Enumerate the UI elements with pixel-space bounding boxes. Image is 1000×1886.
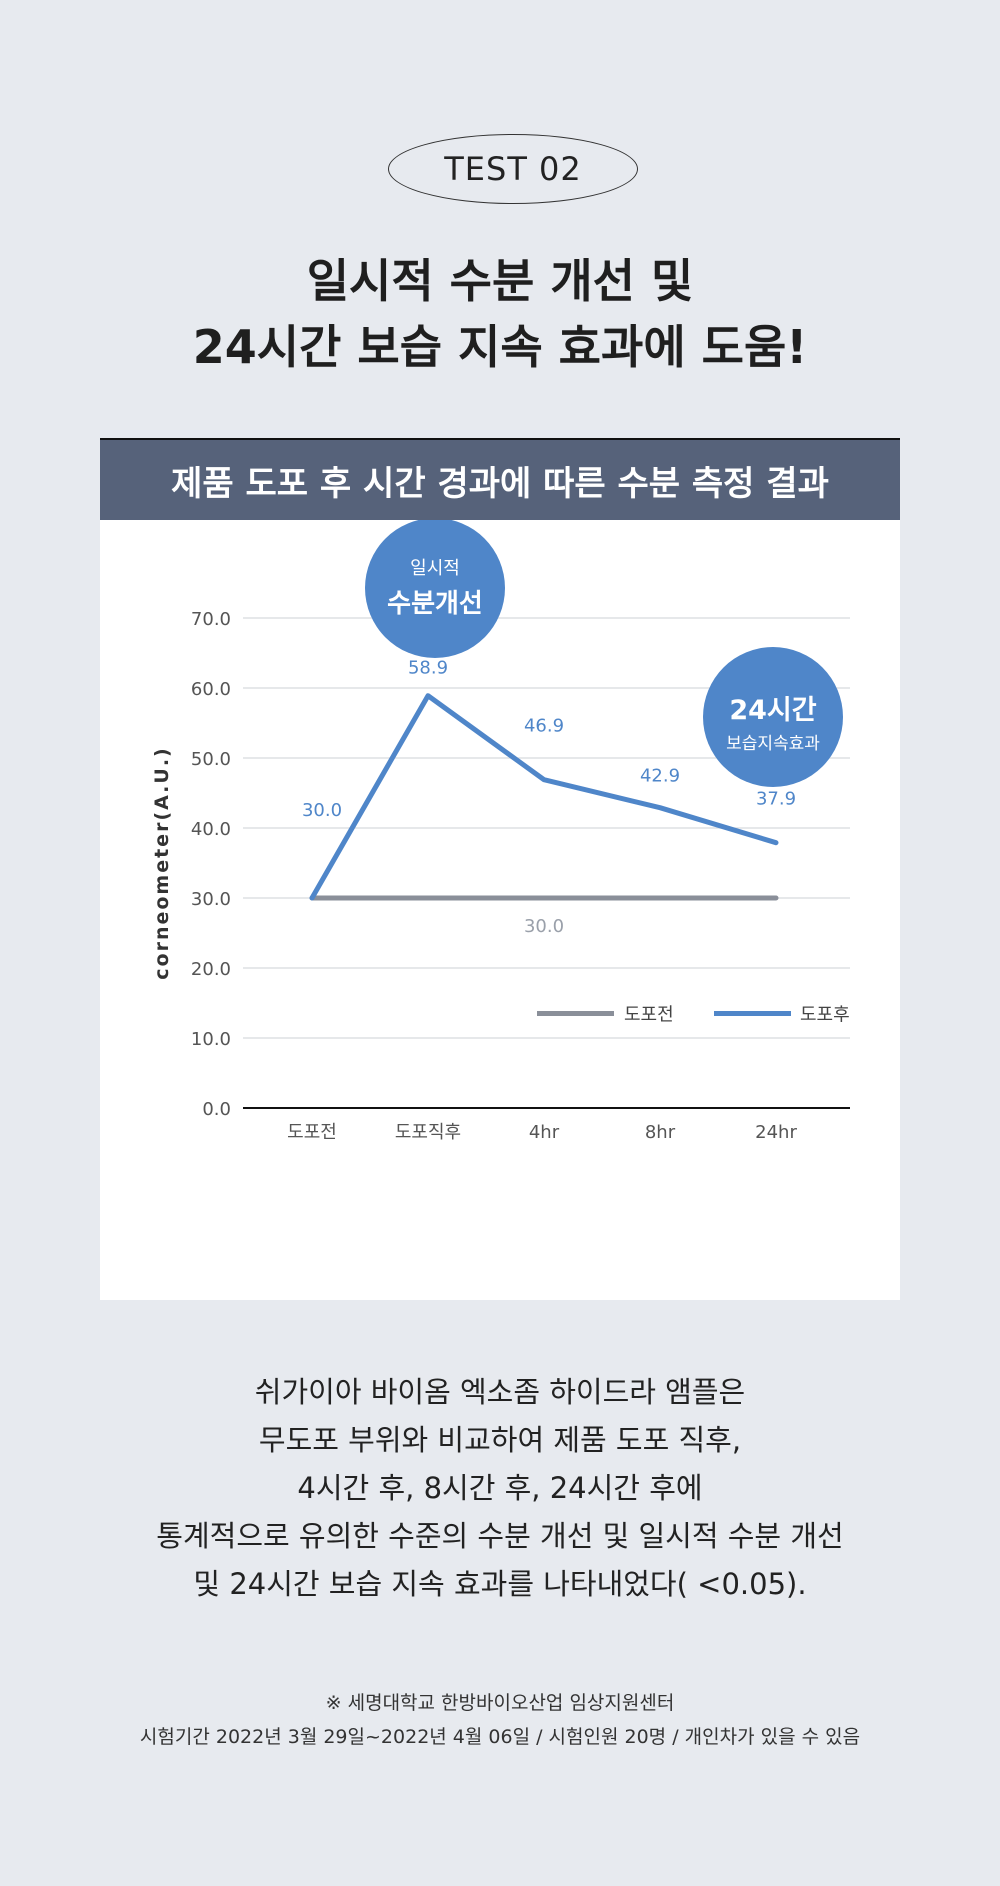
footnote-source: ※ 세명대학교 한방바이오산업 임상지원센터: [325, 1692, 675, 1714]
data-label-after: 37.9: [756, 789, 796, 810]
data-label-after: 58.9: [408, 658, 448, 679]
footnote-details: 시험기간 2022년 3월 29일~2022년 4월 06일 / 시험인원 20…: [139, 1726, 861, 1748]
legend-label-after: 도포후: [800, 1005, 850, 1026]
callout-big-text: 수분개선: [387, 589, 483, 619]
callout-big-text: 24시간: [729, 695, 816, 726]
legend-label-before: 도포전: [624, 1005, 674, 1026]
y-axis-label: corneometer(A.U.): [151, 746, 173, 979]
description-line-5: 및 24시간 보습 지속 효과를 나타내었다( <0.05).: [193, 1567, 807, 1601]
y-tick-label: 40.0: [191, 819, 231, 840]
description-line-2: 무도포 부위와 비교하여 제품 도포 직후,: [258, 1423, 742, 1457]
description-line-1: 쉬가이아 바이옴 엑소좀 하이드라 앰플은: [254, 1375, 746, 1409]
test-badge: TEST 02: [388, 134, 638, 204]
callout-small-text: 보습지속효과: [726, 734, 820, 754]
y-tick-label: 50.0: [191, 749, 231, 770]
chart-card: 제품 도포 후 시간 경과에 따른 수분 측정 결과 0.0 10.0 20.0 30…: [100, 438, 900, 1300]
x-tick-label: 8hr: [645, 1122, 676, 1143]
callout-bubble-24h: [703, 647, 843, 787]
x-tick-label: 도포전: [287, 1122, 337, 1143]
data-label-after: 30.0: [302, 800, 342, 821]
y-tick-label: 30.0: [191, 889, 231, 910]
y-tick-label: 10.0: [191, 1029, 231, 1050]
description: 쉬가이아 바이옴 엑소좀 하이드라 앰플은 무도포 부위와 비교하여 제품 도포…: [0, 1368, 1000, 1608]
x-tick-label: 도포직후: [395, 1122, 461, 1143]
headline-line-2: 24시간 보습 지속 효과에 도움!: [192, 320, 808, 374]
footnote: ※ 세명대학교 한방바이오산업 임상지원센터 시험기간 2022년 3월 29일…: [0, 1686, 1000, 1754]
x-tick-label: 24hr: [755, 1122, 797, 1143]
headline-line-1: 일시적 수분 개선 및: [306, 254, 694, 308]
callout-bubble-moisture: [365, 520, 505, 658]
x-tick-label: 4hr: [529, 1122, 560, 1143]
data-label-before: 30.0: [524, 916, 564, 937]
description-line-3: 4시간 후, 8시간 후, 24시간 후에: [297, 1471, 703, 1505]
y-tick-label: 20.0: [191, 959, 231, 980]
y-tick-label: 0.0: [202, 1099, 231, 1120]
description-line-4: 통계적으로 유의한 수준의 수분 개선 및 일시적 수분 개선: [156, 1519, 844, 1553]
moisture-line-chart: 0.0 10.0 20.0 30.0 40.0 50.0 60.0 70.0 corneomet…: [151, 520, 850, 1143]
data-label-after: 42.9: [640, 766, 680, 787]
data-label-after: 46.9: [524, 716, 564, 737]
y-tick-label: 60.0: [191, 679, 231, 700]
y-tick-label: 70.0: [191, 609, 231, 630]
chart-title: 제품 도포 후 시간 경과에 따른 수분 측정 결과: [100, 438, 900, 520]
page-headline: 일시적 수분 개선 및 24시간 보습 지속 효과에 도움!: [0, 248, 1000, 380]
callout-small-text: 일시적: [410, 558, 460, 579]
